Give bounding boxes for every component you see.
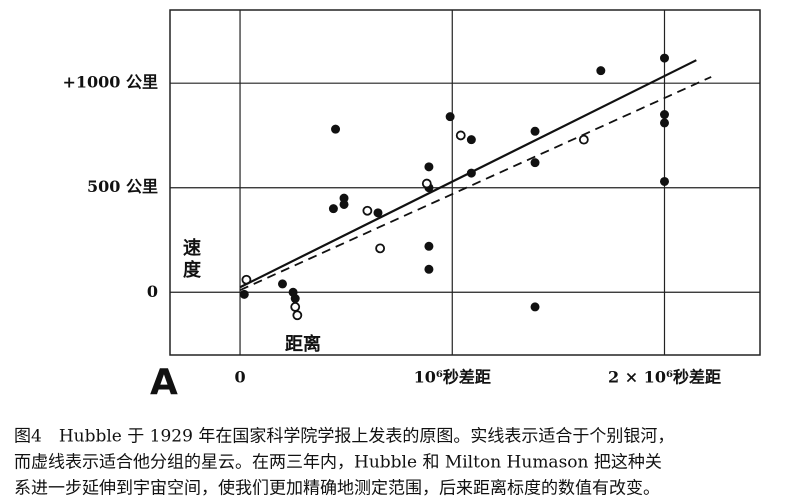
filled-point	[290, 294, 300, 304]
y-tick-label: +1000 公里	[62, 73, 158, 92]
filled-point	[328, 204, 338, 214]
fit-line	[239, 59, 697, 289]
filled-point	[659, 176, 669, 186]
panel-label: A	[150, 362, 178, 403]
x-tick-label: 0	[234, 368, 245, 387]
filled-point	[373, 208, 383, 218]
x-tick-label: 10⁶秒差距	[414, 368, 491, 387]
open-point	[292, 310, 303, 321]
x-tick-label: 2 × 10⁶秒差距	[608, 368, 721, 387]
caption-line: 图4 Hubble 于 1929 年在国家科学院学报上发表的原图。实线表示适合于…	[14, 427, 674, 447]
filled-point	[339, 199, 349, 209]
filled-point	[530, 126, 540, 136]
filled-point	[424, 162, 434, 172]
caption-line: 而虚线表示适合他分组的星云。在两三年内，Hubble 和 Milton Huma…	[14, 453, 662, 473]
open-point	[421, 178, 432, 189]
x-axis-label: 距离	[285, 333, 321, 355]
filled-point	[277, 279, 287, 289]
filled-point	[424, 264, 434, 274]
open-point	[362, 205, 373, 216]
filled-point	[239, 289, 249, 299]
filled-point	[466, 135, 476, 145]
y-axis-label: 速度	[180, 237, 201, 282]
open-point	[290, 302, 301, 312]
open-point	[375, 243, 386, 254]
plot-frame	[169, 9, 761, 356]
filled-point	[596, 66, 606, 76]
filled-point	[659, 110, 669, 120]
open-point	[578, 134, 589, 145]
filled-point	[659, 53, 669, 63]
filled-point	[659, 118, 669, 128]
filled-point	[331, 124, 341, 134]
filled-point	[530, 158, 540, 168]
y-tick-label: 0	[147, 282, 158, 301]
fit-line	[239, 76, 712, 292]
open-point	[455, 130, 466, 141]
filled-point	[424, 241, 434, 251]
caption-line: 系进一步延伸到宇宙空间，使我们更加精确地测定范围，后来距离标度的数值有改变。	[14, 478, 660, 499]
y-tick-label: 500 公里	[87, 177, 158, 196]
filled-point	[445, 112, 455, 122]
filled-point	[530, 302, 540, 312]
